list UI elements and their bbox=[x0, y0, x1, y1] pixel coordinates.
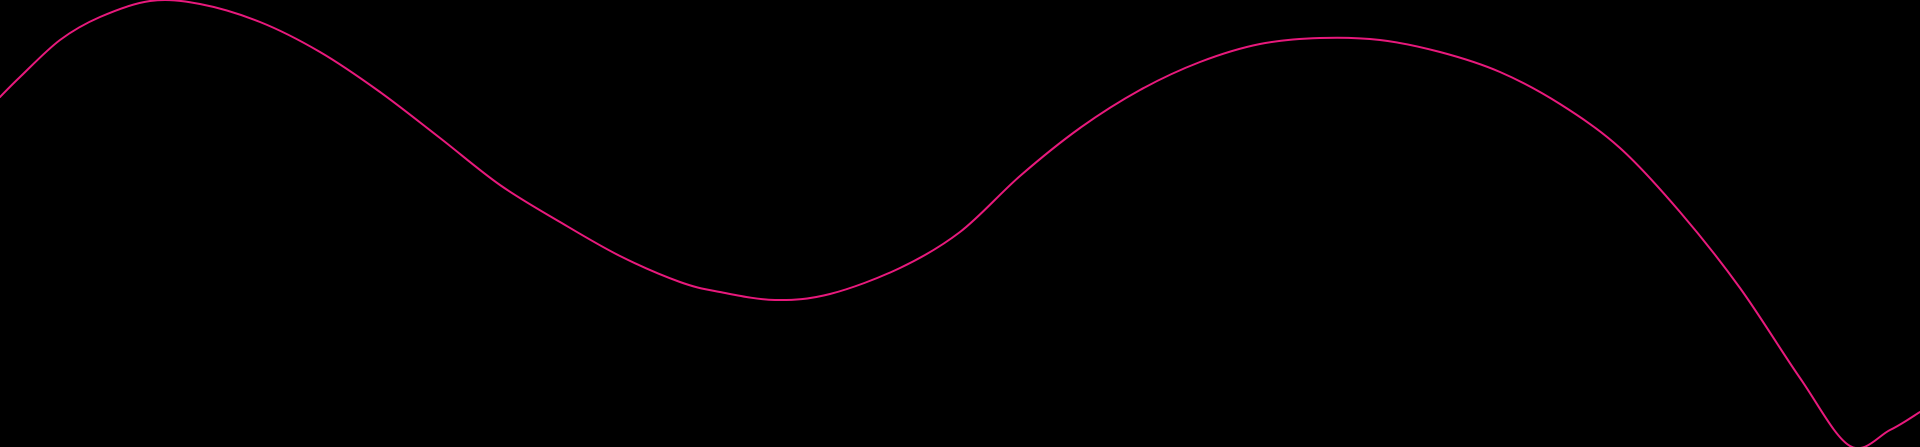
plot-background bbox=[0, 0, 1920, 447]
wave-curve-path bbox=[0, 0, 1920, 447]
wave-plot-svg bbox=[0, 0, 1920, 447]
wave-canvas bbox=[0, 0, 1920, 447]
